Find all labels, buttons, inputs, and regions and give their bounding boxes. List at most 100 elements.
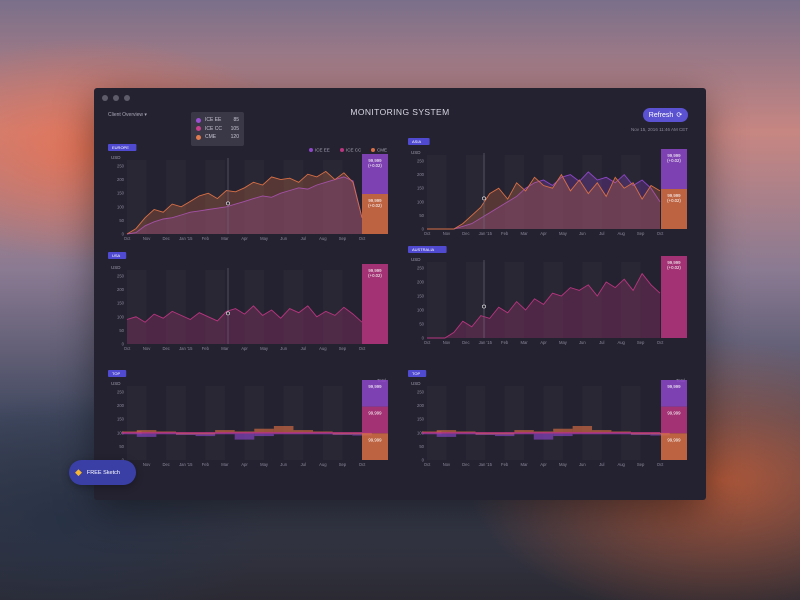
x-tick-label: Apr bbox=[241, 236, 248, 241]
bar bbox=[572, 426, 593, 433]
grid-band bbox=[427, 155, 446, 229]
badge-label: FREE Sketch bbox=[86, 469, 120, 476]
x-tick-label: Feb bbox=[501, 340, 509, 345]
y-tick-label: 150 bbox=[417, 417, 425, 422]
x-tick-label: Aug bbox=[617, 340, 625, 345]
y-tick-label: 50 bbox=[419, 444, 424, 449]
region-label: TOP bbox=[112, 371, 120, 376]
x-tick-label: Feb bbox=[501, 462, 509, 467]
legend-dot-icon bbox=[196, 126, 201, 132]
refresh-button[interactable]: Refresh ⟳ bbox=[643, 108, 688, 122]
y-tick-label: 50 bbox=[419, 322, 424, 327]
series-line bbox=[126, 305, 363, 323]
x-tick-label: May bbox=[559, 340, 568, 345]
tooltip-value: 120 bbox=[230, 134, 239, 141]
x-tick-label: May bbox=[260, 346, 269, 351]
value-panel bbox=[362, 264, 388, 344]
x-tick-label: Oct bbox=[424, 340, 431, 345]
x-tick-label: Dec bbox=[462, 462, 469, 467]
series-area bbox=[427, 174, 660, 229]
grid-band bbox=[127, 386, 147, 460]
x-tick-label: Nov bbox=[143, 462, 151, 467]
bar bbox=[136, 432, 157, 437]
panel-value: 99,999 bbox=[368, 384, 382, 389]
panel-value: (+0.02) bbox=[368, 163, 382, 168]
x-tick-label: Mar bbox=[520, 462, 528, 467]
grid-band bbox=[544, 386, 563, 460]
x-tick-label: Sep bbox=[637, 340, 645, 345]
x-tick-label: Mar bbox=[221, 462, 229, 467]
series-line bbox=[126, 170, 363, 235]
x-tick-label: Jun bbox=[579, 231, 586, 236]
x-tick-label: Nov bbox=[443, 340, 451, 345]
window-controls bbox=[102, 95, 130, 101]
x-tick-label: Jan '15 bbox=[479, 231, 493, 236]
tooltip-series-name: CME bbox=[205, 134, 217, 141]
x-tick-label: Nov bbox=[443, 231, 451, 236]
x-tick-label: Dec bbox=[162, 236, 169, 241]
legend-label: ICE EE bbox=[315, 148, 330, 153]
timestamp: Nov 15, 2016 11:46 AM CET bbox=[631, 127, 688, 132]
bar bbox=[514, 430, 534, 433]
y-tick-label: 200 bbox=[117, 287, 125, 292]
x-tick-label: Dec bbox=[162, 462, 169, 467]
grid-band bbox=[466, 386, 485, 460]
minimize-window-button[interactable] bbox=[113, 95, 119, 101]
y-tick-label: 0 bbox=[422, 336, 425, 341]
x-tick-label: Apr bbox=[540, 462, 547, 467]
region-badge bbox=[108, 370, 127, 377]
close-window-button[interactable] bbox=[102, 95, 108, 101]
series-line bbox=[427, 272, 661, 339]
x-tick-label: Nov bbox=[143, 346, 151, 351]
series-area bbox=[127, 176, 362, 234]
x-tick-label: Jul bbox=[301, 346, 306, 351]
x-tick-label: Jun bbox=[579, 340, 586, 345]
value-panel bbox=[661, 149, 687, 189]
series-area bbox=[427, 171, 660, 229]
y-tick-label: 200 bbox=[417, 403, 425, 408]
x-tick-label: Dec bbox=[462, 231, 469, 236]
region-badge bbox=[108, 144, 137, 151]
y-axis-label: USD bbox=[411, 150, 421, 155]
refresh-icon: ⟳ bbox=[676, 112, 683, 119]
y-tick-label: 0 bbox=[122, 232, 125, 237]
x-tick-label: Aug bbox=[319, 236, 327, 241]
client-overview-dropdown[interactable]: Client Overview ▾ bbox=[108, 112, 147, 118]
x-tick-label: Aug bbox=[319, 346, 327, 351]
free-sketch-badge[interactable]: ◆ FREE Sketch bbox=[69, 460, 136, 485]
y-tick-label: 250 bbox=[417, 266, 425, 271]
bar bbox=[533, 432, 554, 440]
x-tick-label: Mar bbox=[221, 236, 229, 241]
x-tick-label: Jul bbox=[599, 462, 604, 467]
y-tick-label: 100 bbox=[417, 308, 425, 313]
maximize-window-button[interactable] bbox=[124, 95, 130, 101]
y-tick-label: 50 bbox=[119, 444, 124, 449]
x-tick-label: Feb bbox=[202, 346, 210, 351]
y-tick-label: 100 bbox=[117, 314, 125, 319]
grid-band bbox=[427, 386, 446, 460]
x-tick-label: Oct bbox=[657, 231, 664, 236]
y-tick-label: 250 bbox=[117, 164, 125, 169]
value-panel bbox=[661, 406, 687, 434]
monitoring-window: Client Overview ▾ MONITORING SYSTEM Refr… bbox=[94, 88, 706, 500]
x-tick-label: Mar bbox=[520, 231, 528, 236]
y-axis-label: USD bbox=[111, 155, 121, 160]
grid-band bbox=[166, 386, 186, 460]
panel-value: 99,999 bbox=[368, 411, 382, 416]
bar bbox=[592, 430, 612, 433]
x-tick-label: Jun bbox=[280, 346, 287, 351]
panel-value: 99,999 bbox=[667, 260, 681, 265]
y-axis-label: USD bbox=[111, 381, 121, 386]
value-panel bbox=[362, 433, 388, 460]
x-tick-label: Sep bbox=[637, 462, 645, 467]
y-tick-label: 50 bbox=[419, 213, 424, 218]
panel-value: 99,999 bbox=[368, 437, 382, 442]
legend-label: ICE CC bbox=[346, 148, 362, 153]
x-tick-label: Apr bbox=[540, 231, 547, 236]
panel-value: 99,999 bbox=[667, 193, 681, 198]
x-tick-label: Feb bbox=[202, 462, 210, 467]
bar bbox=[215, 430, 235, 433]
